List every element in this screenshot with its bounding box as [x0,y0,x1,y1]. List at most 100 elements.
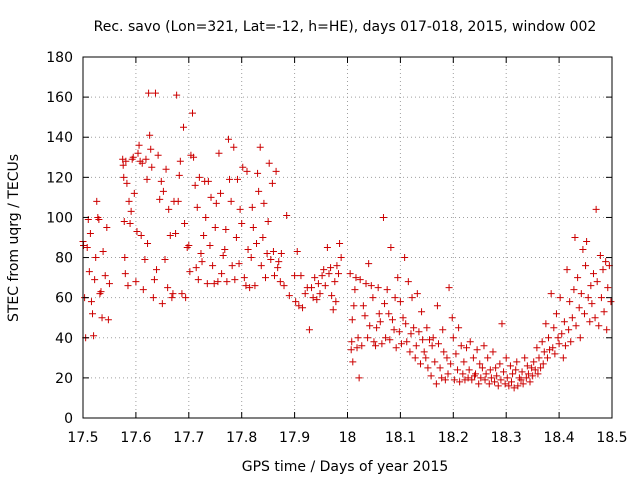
data-point [506,362,514,370]
data-point [148,163,156,171]
data-point [239,163,247,171]
data-point [182,294,190,302]
data-point [337,254,345,262]
data-point [456,378,464,386]
data-point [191,181,199,189]
data-point [260,199,268,207]
data-point [236,205,244,213]
data-point [550,324,558,332]
data-point [158,300,166,308]
data-point [566,298,574,306]
data-point [404,278,412,286]
data-point [381,300,389,308]
data-point [440,348,448,356]
data-point [165,205,173,213]
data-point [472,370,480,378]
data-point [202,213,210,221]
data-point [503,374,511,382]
data-point [387,244,395,252]
data-point [257,262,265,270]
data-point [98,314,106,322]
data-point [228,262,236,270]
data-point [595,322,603,330]
x-tick-label: 17.8 [226,430,257,446]
data-point [164,284,172,292]
data-point [447,360,455,368]
data-point [301,290,309,298]
data-point [441,376,449,384]
data-point [497,376,505,384]
data-point [369,294,377,302]
data-point [411,354,419,362]
data-point [285,292,293,300]
data-point [121,254,129,262]
data-point [138,159,146,167]
data-point [463,344,471,352]
data-point [576,334,584,342]
data-point [85,268,93,276]
data-point [510,384,518,392]
data-point [529,372,537,380]
data-point [600,308,608,316]
data-point [466,338,474,346]
data-point [314,280,322,288]
data-point [413,290,421,298]
data-point [583,238,591,246]
data-point [572,322,580,330]
data-point [244,246,252,254]
data-point [443,354,451,362]
data-point [365,260,373,268]
data-point [455,324,463,332]
data-point [121,270,129,278]
data-point [276,278,284,286]
data-point [517,376,525,384]
data-point [145,89,153,97]
data-point [481,376,489,384]
data-point [487,374,495,382]
data-point [256,143,264,151]
data-point [327,264,335,272]
data-point [211,223,219,231]
data-point [469,354,477,362]
data-point [493,372,501,380]
data-point [468,376,476,384]
data-point [144,240,152,248]
data-point [597,294,605,302]
x-tick-label: 18.1 [385,430,416,446]
y-tick-label: 180 [46,50,73,66]
data-point [272,167,280,175]
data-point [432,380,440,388]
data-point [386,336,394,344]
data-point [219,252,227,260]
data-point [249,223,257,231]
data-point [587,282,595,290]
data-point [143,175,151,183]
data-point [291,272,299,280]
y-tick-label: 20 [55,371,73,387]
data-point [433,302,441,310]
data-point [486,366,494,374]
data-point [297,272,305,280]
data-point [431,358,439,366]
ticks-layer: 17.5 17.6 17.7 17.8 17.9 18 18.1 18.2 18.3 18.4 18… [46,50,627,446]
data-point [147,145,155,153]
data-point [519,380,527,388]
data-point [376,318,384,326]
y-tick-label: 140 [46,130,73,146]
data-point [523,362,531,370]
data-point [375,310,383,318]
data-point [540,348,548,356]
data-point [358,342,366,350]
data-point [577,290,585,298]
data-point [240,274,248,282]
data-point [186,268,194,276]
data-point [406,348,414,356]
data-point [501,380,509,388]
y-tick-label: 160 [46,90,73,106]
data-point [119,161,127,169]
data-point [299,304,307,312]
data-point [103,223,111,231]
data-point [563,266,571,274]
data-point [230,143,238,151]
data-point [465,366,473,374]
